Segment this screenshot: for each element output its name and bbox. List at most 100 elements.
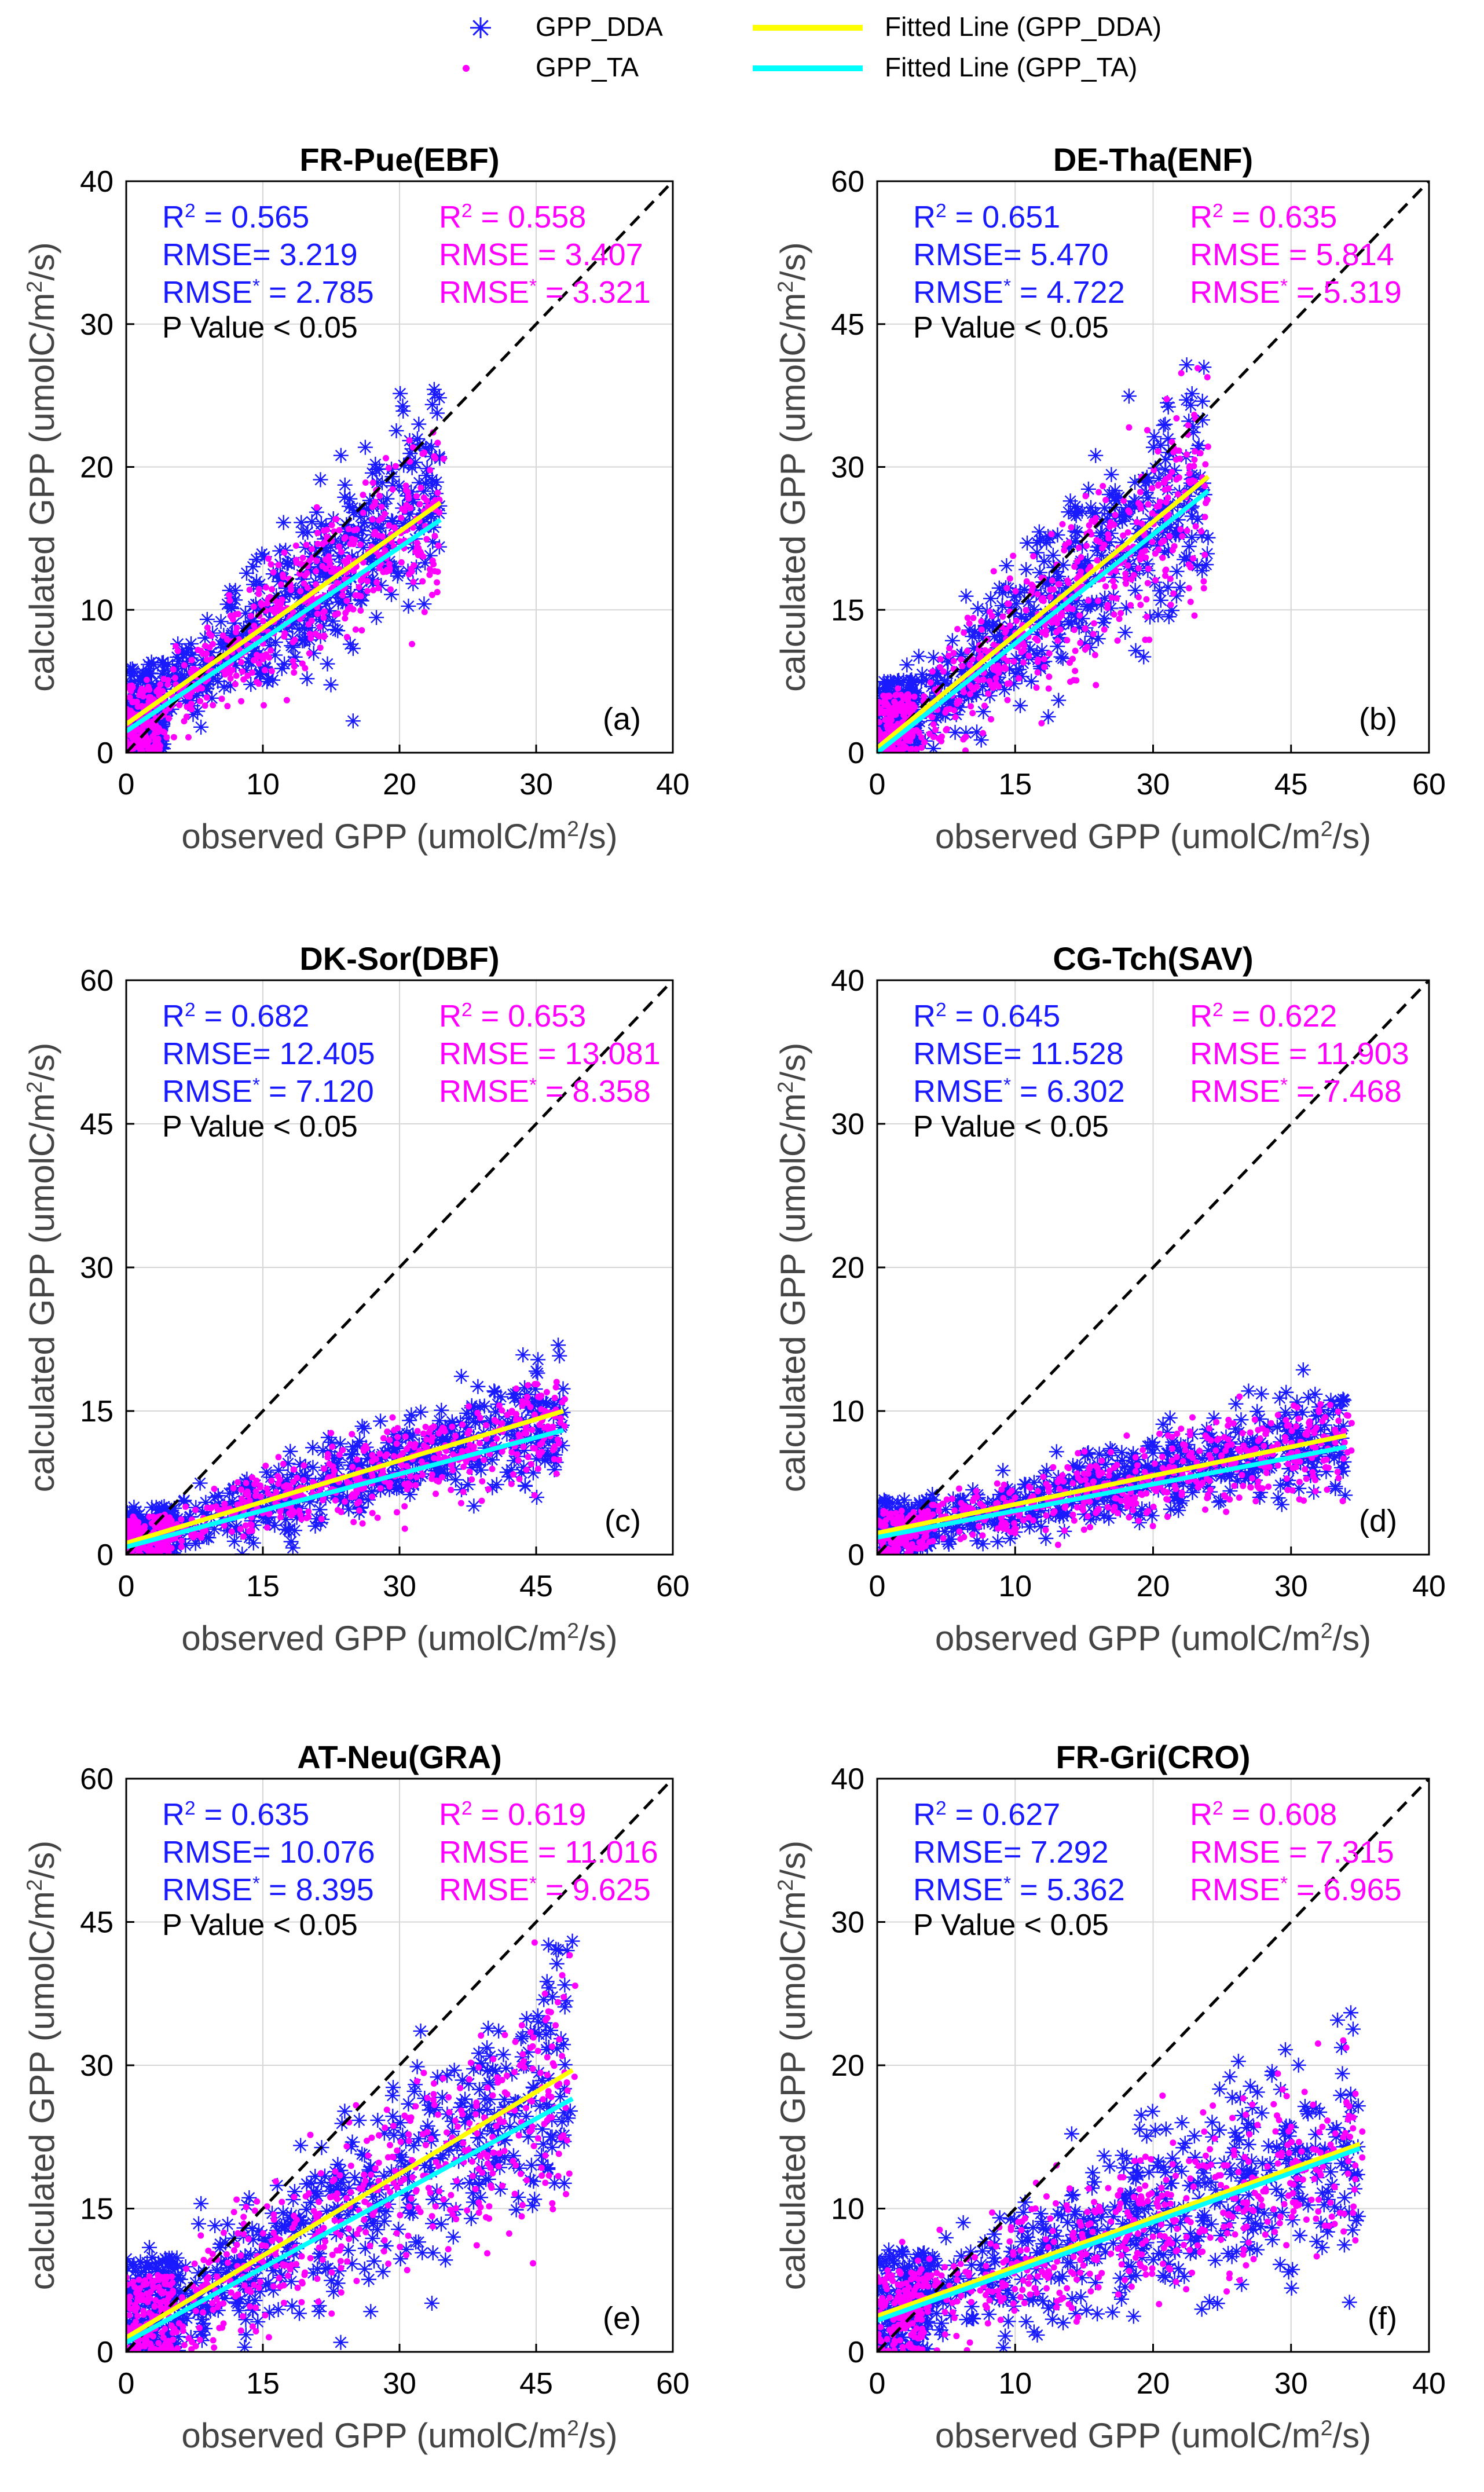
gpp-dda-point (1328, 1480, 1343, 1496)
gpp-dda-point (1003, 1512, 1018, 1527)
gpp-dda-point (1102, 506, 1117, 522)
gpp-ta-point (1201, 1506, 1208, 1513)
gpp-dda-point (245, 1535, 261, 1551)
gpp-ta-point (1075, 1450, 1082, 1457)
gpp-ta-point (499, 1448, 505, 1455)
gpp-dda-point (166, 1545, 181, 1555)
gpp-ta-point (1293, 1464, 1300, 1471)
gpp-dda-point (292, 590, 308, 606)
gpp-dda-point (1274, 1497, 1289, 1512)
gpp-dda-point (1190, 511, 1205, 527)
gpp-dda-point (1241, 1383, 1256, 1399)
gpp-dda-point (404, 1407, 419, 1423)
gpp-ta-point (303, 541, 310, 548)
gpp-ta-point (358, 627, 365, 634)
gpp-ta-point (1040, 655, 1047, 662)
gpp-dda-point (391, 478, 407, 494)
gpp-ta-point (164, 681, 171, 688)
gpp-ta-point (459, 1447, 466, 1454)
gpp-dda-point (126, 661, 138, 677)
gpp-ta-point (263, 1485, 270, 1492)
gpp-dda-point (160, 657, 176, 672)
gpp-dda-point (418, 475, 434, 491)
gpp-ta-point (1196, 1447, 1203, 1454)
gpp-ta-point (317, 644, 324, 651)
gpp-ta-point (954, 698, 961, 705)
gpp-dda-point (225, 625, 240, 641)
gpp-ta-point (190, 1534, 197, 1541)
gpp-ta-point (541, 1424, 548, 1431)
gpp-ta-point (1035, 656, 1042, 663)
gpp-dda-point (1124, 1449, 1139, 1465)
gpp-dda-point (1160, 395, 1175, 411)
gpp-ta-point (356, 584, 362, 591)
gpp-ta-point (1130, 571, 1137, 578)
gpp-ta-point (1194, 365, 1201, 372)
stat-dda-rmse: RMSE= 5.470 (913, 237, 1109, 272)
gpp-dda-point (1104, 551, 1120, 567)
gpp-dda-point (467, 1414, 483, 1430)
gpp-dda-point (888, 691, 904, 706)
gpp-dda-point (299, 1471, 315, 1486)
gpp-dda-point (408, 455, 423, 470)
gpp-dda-point (244, 1478, 259, 1493)
gpp-dda-point (1011, 662, 1027, 677)
gpp-ta-point (225, 665, 232, 672)
gpp-ta-point (1138, 520, 1145, 527)
gpp-ta-point (178, 1516, 185, 1523)
gpp-ta-point (1064, 1464, 1071, 1471)
gpp-dda-point (1034, 1519, 1049, 1534)
gpp-ta-point (387, 586, 394, 593)
gpp-ta-point (419, 578, 426, 585)
gpp-ta-point (1075, 544, 1082, 551)
gpp-dda-point (1144, 1508, 1160, 1523)
gpp-ta-point (228, 1528, 235, 1535)
x-tick-label: 30 (383, 1570, 416, 1603)
gpp-ta-point (1225, 1436, 1232, 1443)
gpp-dda-point (525, 1465, 541, 1480)
gpp-ta-point (962, 747, 969, 753)
gpp-ta-point (389, 1414, 396, 1421)
gpp-ta-point (483, 1422, 490, 1429)
gpp-dda-point (1048, 1508, 1064, 1523)
gpp-dda-point (226, 615, 242, 631)
gpp-ta-point (430, 1423, 437, 1430)
gpp-ta-point (434, 439, 441, 446)
gpp-ta-point (355, 592, 362, 599)
gpp-ta-point (525, 1382, 532, 1389)
gpp-dda-point (283, 1443, 298, 1459)
gpp-ta-point (280, 1460, 287, 1467)
gpp-ta-point (926, 730, 933, 737)
gpp-dda-point (1241, 1441, 1257, 1456)
gpp-dda-point (954, 646, 970, 662)
gpp-dda-point (243, 677, 259, 692)
gpp-ta-point (170, 734, 177, 741)
gpp-ta-point (274, 1473, 281, 1480)
gpp-dda-point (1151, 471, 1167, 486)
gpp-dda-point (1026, 607, 1042, 622)
gpp-ta-point (1111, 611, 1117, 618)
gpp-dda-point (1277, 1416, 1292, 1432)
gpp-ta-point (939, 1500, 946, 1507)
gpp-ta-point (1172, 456, 1179, 463)
gpp-ta-point (131, 738, 138, 745)
gpp-dda-point (472, 1413, 488, 1429)
gpp-ta-point (1144, 427, 1150, 434)
gpp-dda-point (354, 523, 369, 538)
gpp-ta-point (237, 1526, 244, 1533)
stat-p-value: P Value < 0.05 (162, 1110, 358, 1144)
gpp-dda-point (1161, 1476, 1177, 1491)
gpp-ta-point (428, 1438, 435, 1445)
gpp-dda-point (1002, 1531, 1018, 1546)
gpp-ta-point (885, 703, 892, 710)
gpp-ta-point (1102, 583, 1109, 590)
gpp-ta-point (314, 530, 321, 537)
gpp-ta-point (981, 647, 988, 654)
gpp-dda-point (992, 1487, 1007, 1502)
gpp-dda-point (961, 622, 977, 638)
gpp-ta-point (549, 1423, 556, 1430)
gpp-dda-point (296, 621, 312, 636)
gpp-ta-point (240, 1533, 247, 1540)
gpp-ta-point (262, 651, 269, 658)
gpp-ta-point (155, 686, 162, 693)
